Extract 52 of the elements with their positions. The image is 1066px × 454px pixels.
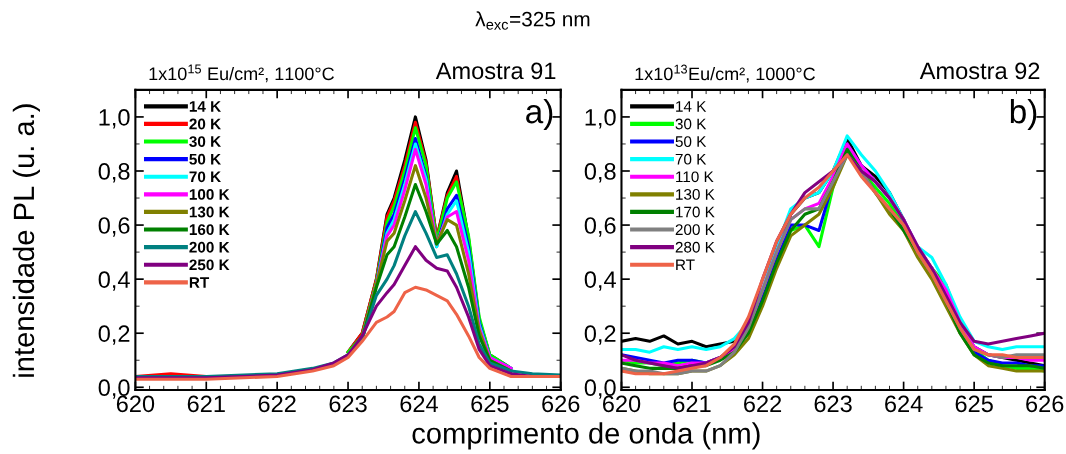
y-tick-label: 0,2 — [98, 325, 130, 345]
y-tick-label: 0,6 — [584, 217, 616, 237]
legend-label: 160 K — [189, 224, 230, 236]
legend-label: 130 K — [189, 206, 230, 218]
x-tick-label: 622 — [258, 395, 296, 413]
legend-label: 250 K — [189, 259, 230, 271]
x-tick-label: 623 — [329, 395, 367, 413]
y-tick-label: 0,4 — [584, 271, 616, 291]
chart-title: λ$_{exc}$=325 nm — [475, 11, 590, 30]
y-axis-title: intensidade PL (u. a.) — [12, 104, 40, 377]
legend-label: 70 K — [675, 153, 707, 165]
legend-label: 70 K — [189, 171, 221, 183]
x-tick-label: 624 — [400, 395, 438, 413]
legend-label: 50 K — [189, 153, 221, 165]
legend-label: 110 K — [676, 171, 714, 183]
legend-label: 50 K — [675, 136, 707, 148]
y-tick-label: 0,8 — [584, 163, 616, 183]
y-tick-label: 0,2 — [584, 325, 616, 345]
legend-label: 100 K — [189, 189, 230, 200]
y-tick-label: 1,0 — [585, 109, 616, 129]
legend-label: 170 K — [676, 206, 715, 218]
x-tick-label: 625 — [955, 395, 993, 413]
legend-label: 14 K — [189, 101, 221, 112]
chart-subtitle: 1x10$^{15}$ Eu/cm², 1100°C — [149, 64, 334, 83]
x-tick-label: 621 — [187, 395, 225, 413]
legend-label: RT — [189, 277, 210, 288]
text: Amostra 92 — [919, 62, 1040, 80]
y-tick-label: 0,8 — [98, 163, 130, 183]
legend-label: 280 K — [675, 241, 715, 253]
x-tick-label: 626 — [1026, 395, 1064, 413]
legend-label: 130 K — [676, 189, 715, 200]
annotation: a) — [526, 98, 553, 130]
y-tick-label: 0,4 — [98, 271, 130, 291]
x-tick-label: 622 — [744, 395, 782, 413]
x-axis-title: comprimento de onda (nm) — [412, 422, 760, 450]
chart-subtitle: 1x10$^{13}$Eu/cm², 1000°C — [635, 64, 815, 83]
y-tick-label: 0,6 — [98, 217, 130, 237]
x-tick-label: 626 — [542, 395, 580, 413]
x-tick-label: 625 — [471, 395, 509, 413]
legend-label: 20 K — [189, 118, 221, 130]
x-tick-label: 623 — [814, 395, 852, 413]
legend-label: 30 K — [675, 118, 707, 130]
legend-label: RT — [676, 259, 695, 271]
legend-label: 200 K — [189, 241, 230, 253]
annotation: b) — [1010, 98, 1037, 130]
x-tick-label: 621 — [673, 395, 711, 413]
legend-label: 200 K — [675, 224, 715, 236]
text: Amostra 91 — [435, 62, 556, 80]
legend-label: 30 K — [189, 136, 221, 148]
legend-label: 14 K — [676, 101, 707, 112]
y-tick-label: 1,0 — [99, 109, 130, 129]
x-tick-label: 624 — [885, 395, 923, 413]
